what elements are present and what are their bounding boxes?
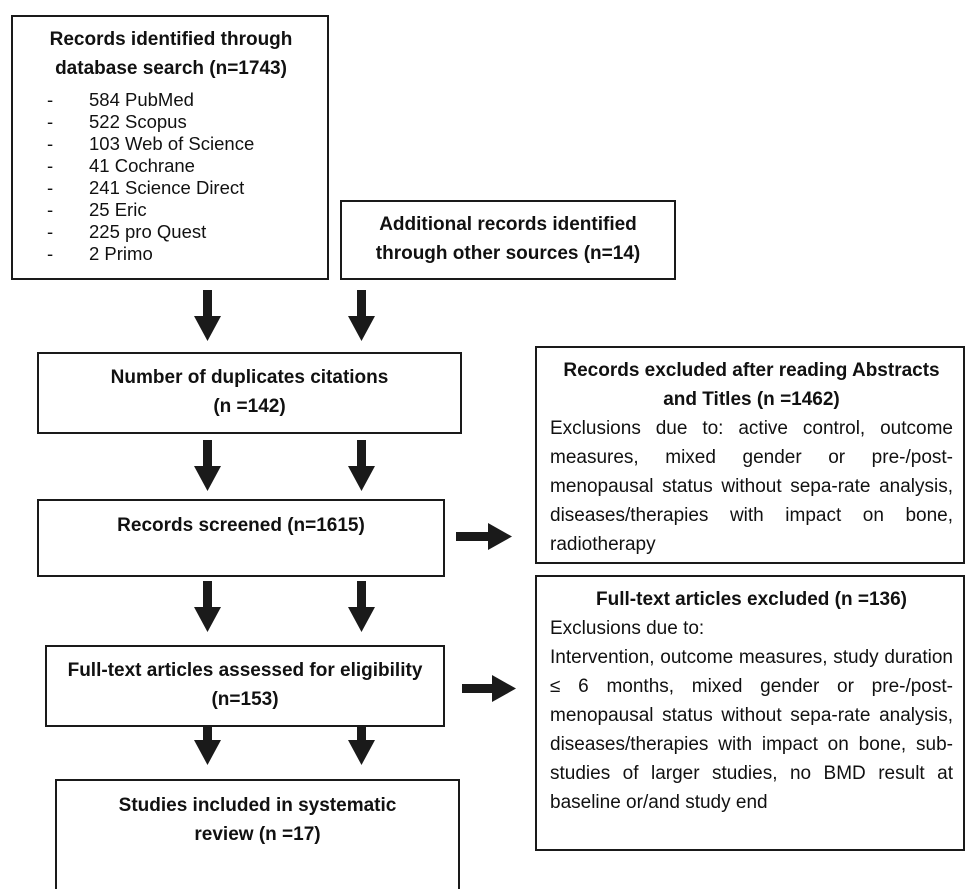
excluded-abstracts-box: Records excluded after reading Abstracts… bbox=[535, 346, 965, 564]
duplicates-title: Number of duplicates citations bbox=[110, 367, 389, 388]
additional-records-box: Additional records identified through ot… bbox=[340, 200, 676, 280]
excluded-abstracts-title: Records excluded after reading Abstracts… bbox=[563, 360, 940, 410]
database-source-list: -584 PubMed -522 Scopus -103 Web of Scie… bbox=[27, 89, 315, 265]
arrow-down-right-4 bbox=[348, 714, 375, 765]
records-screened-title: Records screened (n=1615) bbox=[117, 515, 365, 536]
list-item: -25 Eric bbox=[47, 199, 147, 220]
arrow-down-left-1 bbox=[194, 290, 221, 341]
fulltext-excluded-title: Full-text articles excluded (n =136) bbox=[596, 589, 907, 610]
arrow-down-right-1 bbox=[348, 290, 375, 341]
list-item: -584 PubMed bbox=[47, 89, 194, 110]
identified-records-box: Records identified through database sear… bbox=[11, 15, 329, 280]
fulltext-excluded-text: Intervention, outcome measures, study du… bbox=[550, 647, 953, 813]
records-screened-box: Records screened (n=1615) bbox=[37, 499, 445, 577]
arrow-down-right-3 bbox=[348, 581, 375, 632]
identified-records-title: Records identified through database sear… bbox=[49, 29, 293, 79]
studies-included-box: Studies included in systematic review (n… bbox=[55, 779, 460, 889]
duplicates-count: (n =142) bbox=[213, 396, 286, 417]
fulltext-excluded-box: Full-text articles excluded (n =136) Exc… bbox=[535, 575, 965, 851]
fulltext-excluded-subtitle: Exclusions due to: bbox=[550, 618, 705, 639]
list-item: -2 Primo bbox=[47, 243, 153, 264]
list-item: -41 Cochrane bbox=[47, 155, 195, 176]
arrow-right-assessed bbox=[462, 675, 516, 702]
list-item: -241 Science Direct bbox=[47, 177, 245, 198]
arrow-down-right-2 bbox=[348, 440, 375, 491]
fulltext-assessed-box: Full-text articles assessed for eligibil… bbox=[45, 645, 445, 727]
list-item: -103 Web of Science bbox=[47, 133, 255, 154]
additional-records-title: Additional records identified through ot… bbox=[375, 214, 641, 264]
duplicates-box: Number of duplicates citations (n =142) bbox=[37, 352, 462, 434]
fulltext-assessed-title: Full-text articles assessed for eligibil… bbox=[67, 660, 423, 710]
arrow-down-left-4 bbox=[194, 714, 221, 765]
arrow-right-screened bbox=[456, 523, 512, 550]
list-item: -225 pro Quest bbox=[47, 221, 207, 242]
arrow-down-left-3 bbox=[194, 581, 221, 632]
excluded-abstracts-text: Exclusions due to: active control, outco… bbox=[550, 418, 953, 555]
list-item: -522 Scopus bbox=[47, 111, 187, 132]
arrow-down-left-2 bbox=[194, 440, 221, 491]
studies-included-title: Studies included in systematic review (n… bbox=[118, 795, 397, 845]
